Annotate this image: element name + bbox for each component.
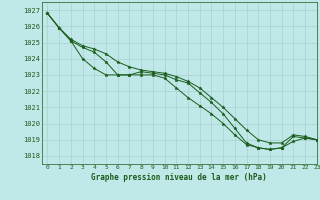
- X-axis label: Graphe pression niveau de la mer (hPa): Graphe pression niveau de la mer (hPa): [91, 173, 267, 182]
